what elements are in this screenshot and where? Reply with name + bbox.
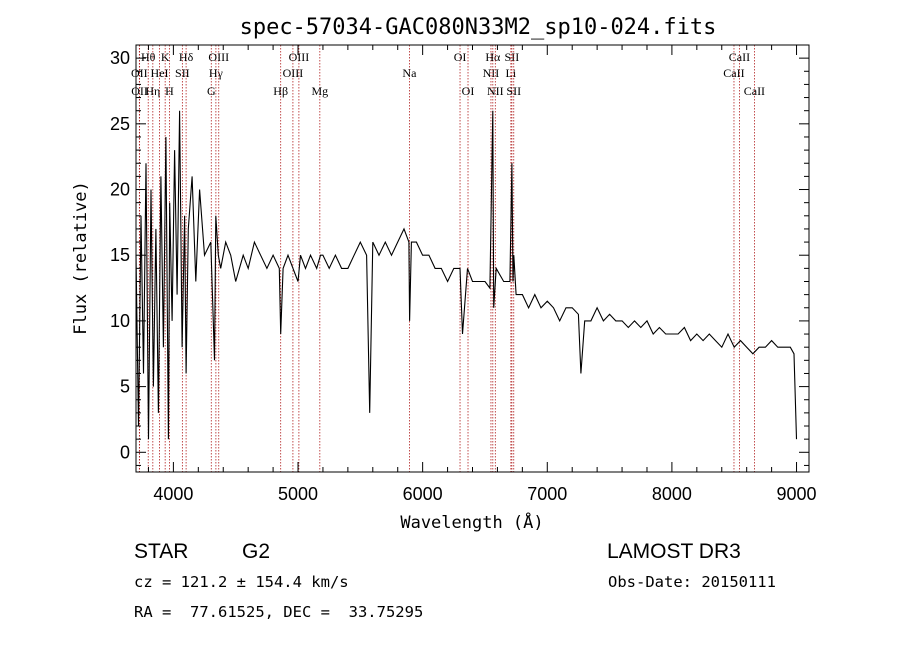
x-axis-label: Wavelength (Å) [400,511,543,533]
x-tick-label: 6000 [403,484,443,504]
spectral-line-label: HeI [151,66,169,80]
spectral-line-label: CaII [729,50,750,64]
spectral-line-label: SII [506,84,521,98]
spectral-line-label: CaII [744,84,765,98]
spectral-line-label: OIII [208,50,229,64]
survey-name: LAMOST DR3 [607,540,741,563]
x-tick-label: 4000 [153,484,193,504]
spectral-line-label: Hγ [209,66,224,80]
spectral-line-label: Li [506,66,517,80]
object-class: STAR [134,540,189,563]
spectral-line-label: Hη [145,84,160,98]
spectral-line-label: Hδ [179,50,194,64]
spectral-line-label: OIII [289,50,310,64]
x-tick-label: 9000 [777,484,817,504]
spectral-line-label: NII [483,66,500,80]
x-tick-label: 5000 [278,484,318,504]
y-tick-label: 30 [110,48,130,68]
spectral-line-label: SII [175,66,190,80]
y-tick-label: 0 [120,442,130,462]
spectral-line-label: Hθ [141,50,156,64]
y-tick-label: 20 [110,180,130,200]
spectral-line-markers: OIIOIIHθHηHeIKHSIIHδGHγOIIIHβOIIIOIIIMgN… [131,45,765,472]
object-subclass: G2 [242,540,271,563]
y-tick-label: 15 [110,245,130,265]
axis-ticks: 4000 5000 6000 7000 8000 9000 0 5 10 15 20 25 30 [110,44,817,504]
spectral-line-label: Hβ [273,84,288,98]
spectral-line-label: OI [454,50,467,64]
y-axis-label: Flux (relative) [71,181,91,335]
observation-date: Obs-Date: 20150111 [608,573,776,591]
x-tick-label: 8000 [652,484,692,504]
spectral-line-label: Hα [485,50,501,64]
y-tick-label: 10 [110,311,130,331]
spectral-line-label: NII [487,84,504,98]
spectral-line-label: SII [505,50,520,64]
sky-coordinates: RA = 77.61525, DEC = 33.75295 [134,603,424,621]
spectral-line-label: CaII [723,66,744,80]
y-tick-label: 5 [120,377,130,397]
plot-frame [135,44,810,473]
spectral-line-label: Na [402,66,417,80]
spectral-line-label: G [207,84,216,98]
spectral-line-label: K [161,50,170,64]
chart-title: spec-57034-GAC080N33M2_sp10-024.fits [240,15,717,40]
spectral-line-label: OI [462,84,475,98]
redshift-velocity: cz = 121.2 ± 154.4 km/s [134,573,349,591]
spectral-line-label: Mg [311,84,328,98]
spectral-line-label: OII [131,84,148,98]
spectral-line-label: OIII [283,66,304,80]
x-tick-label: 7000 [527,484,567,504]
y-tick-label: 25 [110,114,130,134]
spectral-line-label: H [165,84,174,98]
flux-series-line [135,110,798,440]
